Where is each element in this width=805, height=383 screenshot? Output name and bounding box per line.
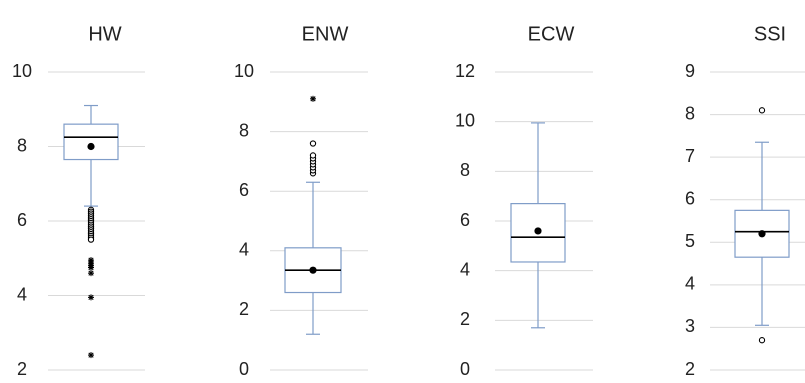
ecw-tick-label: 0: [460, 359, 470, 379]
ssi-tick-label: 9: [685, 61, 695, 81]
hw-mean-marker: [87, 142, 95, 151]
ecw-title: ECW: [528, 23, 575, 45]
ecw-tick-label: 12: [455, 61, 475, 81]
ssi-tick-label: 8: [685, 103, 695, 123]
ecw-tick-label: 8: [460, 160, 470, 180]
hw-tick-label: 4: [17, 284, 27, 304]
ssi-tick-label: 6: [685, 188, 695, 208]
enw-tick-label: 2: [239, 299, 249, 319]
enw-outlier-circle: [309, 152, 317, 159]
hw-outlier-star: [88, 264, 94, 271]
ecw-box: [510, 203, 566, 263]
ssi-tick-label: 4: [685, 274, 695, 294]
hw-tick-label: 2: [17, 359, 27, 379]
enw-mean-marker: [309, 266, 317, 274]
hw-tick-label: 6: [17, 210, 27, 230]
ssi-outlier-circle: [758, 107, 766, 114]
hw-outlier-star: [88, 294, 94, 301]
ssi-box: [734, 209, 790, 258]
enw-title: ENW: [302, 23, 349, 45]
ssi-tick-label: 5: [685, 231, 695, 251]
enw-outlier-star: [310, 95, 316, 102]
enw-tick-label: 4: [239, 240, 249, 260]
ssi-title: SSI: [754, 23, 786, 45]
hw-outlier-circle: [87, 236, 95, 243]
ecw-tick-label: 6: [460, 210, 470, 230]
enw-tick-label: 10: [234, 61, 254, 81]
hw-tick-label: 10: [12, 61, 32, 81]
ssi-outlier-circle: [758, 337, 766, 344]
hw-title: HW: [88, 23, 121, 45]
hw-outlier-star: [88, 352, 94, 359]
enw-outlier-circle: [309, 140, 317, 147]
ecw-tick-label: 2: [460, 309, 470, 329]
ssi-mean-marker: [758, 230, 766, 238]
ecw-tick-label: 4: [460, 259, 470, 279]
enw-tick-label: 0: [239, 359, 249, 379]
ssi-tick-label: 3: [685, 316, 695, 336]
hw-outlier-star: [88, 270, 94, 277]
ecw-mean-marker: [534, 227, 542, 235]
enw-tick-label: 8: [239, 120, 249, 140]
enw-tick-label: 6: [239, 180, 249, 200]
ssi-tick-label: 2: [685, 359, 695, 379]
ecw-tick-label: 10: [455, 110, 475, 130]
hw-box: [63, 123, 119, 161]
ssi-tick-label: 7: [685, 146, 695, 166]
hw-tick-label: 8: [17, 135, 27, 155]
